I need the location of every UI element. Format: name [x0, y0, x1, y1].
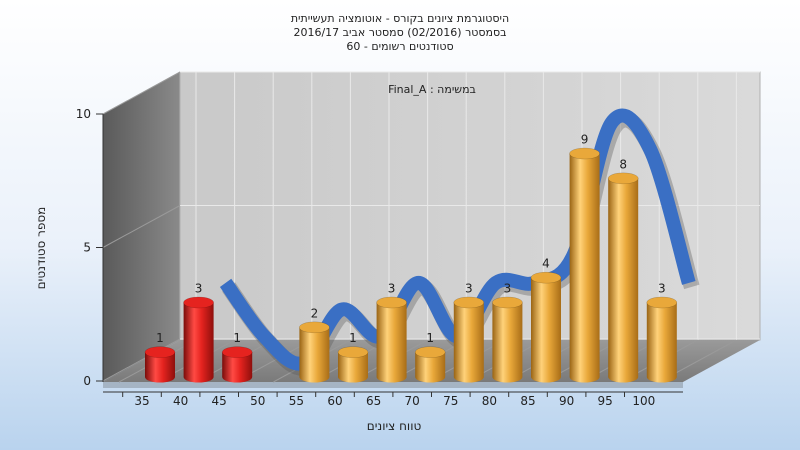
x-tick-label: 35	[134, 394, 149, 408]
bar-body	[453, 302, 484, 383]
x-tick-label: 65	[366, 394, 381, 408]
data-label: 1	[233, 331, 241, 345]
data-label: 2	[311, 306, 319, 320]
bar-body	[415, 352, 446, 383]
gridline-left-wall	[102, 338, 181, 382]
bar-top	[646, 296, 678, 309]
bar-body	[338, 352, 368, 383]
bar-body	[608, 178, 639, 383]
title-line-2: בסמסטר (02/2016) סמסטר אביב 2016/17	[293, 26, 506, 39]
bar-top	[414, 346, 446, 358]
bar-body	[183, 302, 214, 383]
bar	[299, 321, 330, 383]
chart-title: היסטוגרמת ציונים בקורס - אוטומציה תעשיית…	[291, 12, 509, 53]
bar-top	[376, 296, 407, 309]
bar-top	[183, 296, 214, 309]
bar	[492, 296, 523, 383]
x-tick-label: 45	[212, 394, 227, 408]
bar-top	[221, 346, 253, 358]
y-tick-label: 10	[76, 107, 91, 121]
x-tick-label: 55	[289, 394, 304, 408]
data-label: 3	[504, 282, 512, 296]
bar-top	[492, 296, 523, 309]
bar-body	[531, 277, 561, 383]
gridline-left-wall	[102, 71, 181, 115]
bar-body	[299, 327, 330, 383]
plot-frame-shadow	[103, 382, 683, 388]
bar	[144, 346, 176, 383]
bar-top	[607, 172, 639, 185]
data-label: 3	[195, 282, 203, 296]
gridline-left-wall	[102, 205, 181, 248]
bar	[221, 346, 253, 383]
bar-body	[222, 352, 253, 383]
data-label: 9	[581, 133, 589, 147]
y-axis-title: מספר סטודנטים	[34, 207, 48, 290]
data-label: 1	[426, 331, 434, 345]
title-line-3: סטודנטים רשומים - 60	[346, 40, 453, 53]
bar	[569, 147, 600, 383]
bar	[453, 296, 485, 383]
title-line-1: היסטוגרמת ציונים בקורס - אוטומציה תעשיית…	[291, 12, 509, 25]
bar	[376, 296, 407, 383]
data-label: 3	[658, 282, 666, 296]
x-tick-label: 50	[250, 394, 265, 408]
bar	[607, 172, 639, 383]
data-label: 1	[156, 331, 164, 345]
bar-top	[144, 346, 176, 358]
bar-top	[299, 321, 330, 334]
bar-top	[530, 271, 562, 284]
x-tick-label: 75	[443, 394, 458, 408]
x-tick-label: 95	[598, 394, 613, 408]
data-labels: 1 3 1 2 1 3 1 3 3 4 9 8 3	[156, 133, 665, 346]
bar-body	[569, 153, 600, 383]
bar	[183, 296, 214, 383]
chart-annotation: במשימה : Final_A	[388, 83, 476, 96]
bar-top	[569, 147, 600, 160]
bar	[530, 271, 562, 383]
bar-body	[376, 302, 407, 383]
bar	[337, 346, 369, 383]
bar	[646, 296, 678, 383]
bar-top	[453, 296, 485, 309]
x-tick-label: 60	[327, 394, 342, 408]
y-axis: 0 5 10	[76, 107, 104, 388]
x-tick-label: 90	[559, 394, 574, 408]
bar-body	[145, 352, 175, 383]
x-tick-label: 40	[173, 394, 188, 408]
x-axis: 35 40 45 50 55 60 65 70 75 80 85 90 95 100	[103, 391, 683, 408]
data-label: 4	[542, 257, 550, 271]
bar-top	[337, 346, 369, 358]
x-tick-label: 100	[632, 394, 655, 408]
data-label: 1	[349, 331, 357, 345]
data-label: 3	[465, 282, 473, 296]
y-tick-label: 0	[83, 374, 91, 388]
bar-body	[646, 302, 677, 383]
x-tick-label: 85	[520, 394, 535, 408]
x-axis-title: טווח ציונים	[367, 419, 422, 433]
y-tick-label: 5	[83, 241, 91, 255]
x-tick-label: 80	[482, 394, 497, 408]
bar	[414, 346, 446, 383]
x-tick-label: 70	[405, 394, 420, 408]
data-label: 3	[388, 282, 396, 296]
bar-body	[492, 302, 523, 383]
bars	[144, 147, 678, 383]
data-label: 8	[619, 157, 627, 171]
